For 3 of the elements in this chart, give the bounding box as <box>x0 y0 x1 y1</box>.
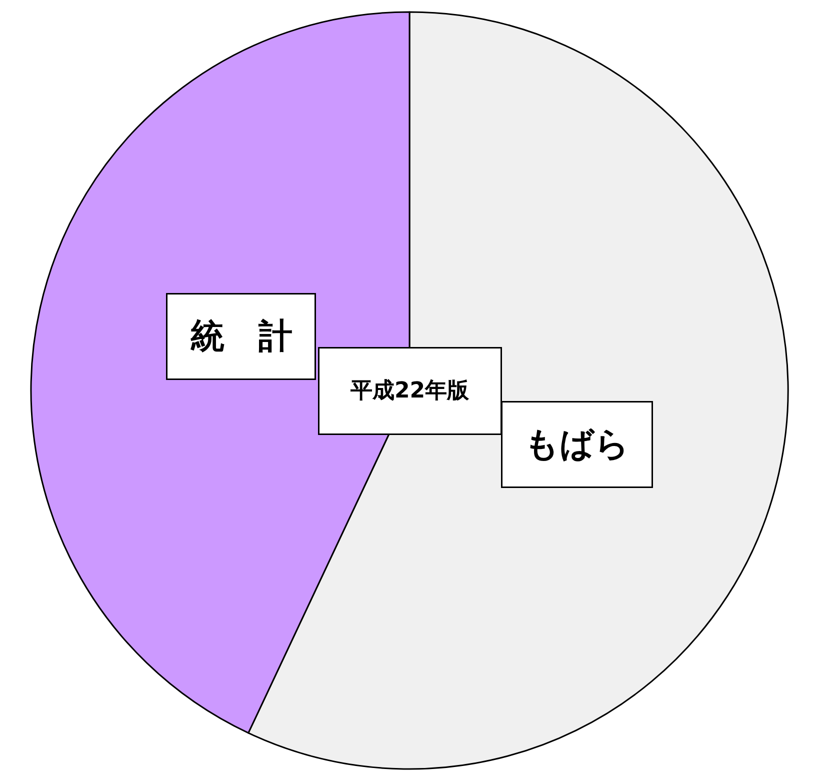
slice-label: もばら <box>524 424 630 464</box>
slice-label: 統 計 <box>190 316 292 356</box>
text: 平成22年版 <box>350 378 470 404</box>
